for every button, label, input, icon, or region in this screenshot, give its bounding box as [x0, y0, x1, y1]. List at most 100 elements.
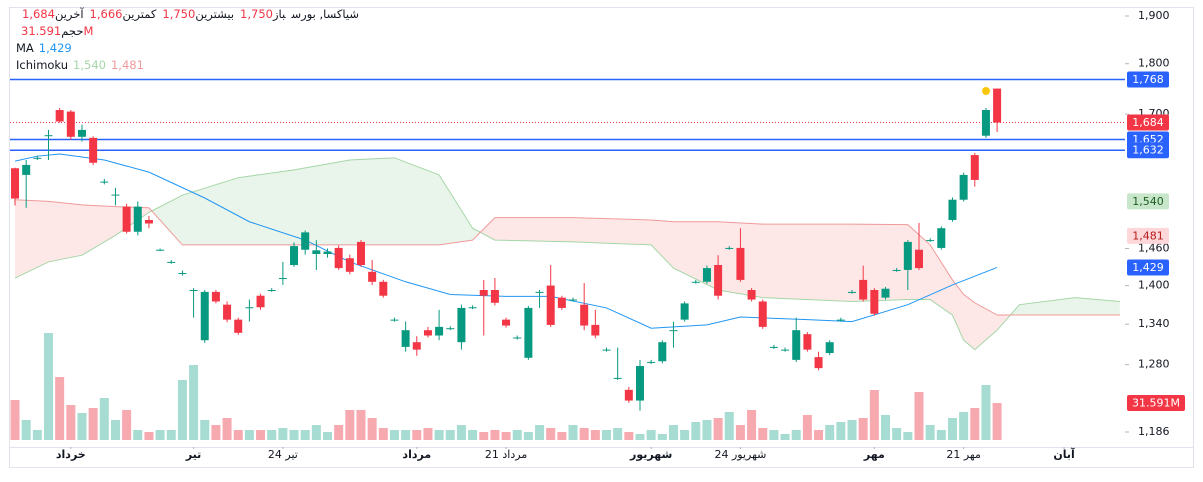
price-badge — [1127, 114, 1169, 131]
candle-body — [223, 304, 232, 320]
symbol: شیاکسا, بورس — [291, 7, 360, 21]
volume-legend: حجم31.591M — [16, 23, 359, 40]
volume-bar — [691, 422, 701, 440]
volume-bar — [814, 430, 824, 440]
volume-bar — [401, 430, 411, 440]
cloud-fill — [115, 206, 149, 236]
candle-body — [814, 357, 823, 369]
candle-body — [714, 265, 723, 296]
candle-body — [569, 299, 578, 301]
candle-body — [702, 268, 711, 282]
price-badge-label: 1,481 — [1132, 229, 1164, 242]
ma-line — [14, 153, 998, 329]
cloud-fill — [15, 199, 49, 279]
candle-body — [669, 330, 678, 332]
candle-body — [401, 330, 410, 347]
volume-bar — [501, 432, 511, 440]
candle-body — [89, 137, 98, 163]
volume-bar — [77, 413, 87, 440]
candle-body — [747, 289, 756, 300]
price-badge — [1127, 227, 1169, 244]
candle-body — [144, 219, 153, 224]
candle-body — [970, 155, 979, 180]
volume-bar — [947, 418, 957, 440]
candle-body — [11, 168, 20, 199]
volume-bar — [144, 432, 154, 440]
candle-body — [22, 164, 31, 175]
span-a — [14, 157, 1120, 351]
candle-body — [100, 181, 109, 183]
x-tick-label: 24 تیر — [268, 448, 298, 461]
volume-bar — [802, 415, 812, 440]
field-value: 1,684 — [22, 7, 55, 21]
header-row: شیاکسا, بورسباز1,750بیشترین1,750کمترین1,… — [16, 6, 359, 23]
candle-body — [926, 240, 935, 242]
legend-value: 1,429 — [38, 41, 72, 55]
y-tick-label: 1,460 — [1138, 242, 1170, 255]
volume-bar — [735, 425, 745, 440]
volume-bar — [479, 432, 489, 440]
volume-bar — [300, 430, 310, 440]
legend-name: Ichimoku — [16, 58, 69, 72]
candle-body — [870, 289, 879, 314]
ichimoku — [14, 157, 1120, 351]
volume-bar — [847, 420, 857, 440]
volume-bar — [780, 434, 790, 440]
candle-body — [591, 324, 600, 336]
field-value: 1,750 — [162, 7, 196, 21]
volume-bar — [32, 430, 42, 440]
span-b — [14, 199, 1120, 316]
volume-bar — [546, 428, 556, 440]
price-badge-label: 1,684 — [1132, 116, 1164, 129]
candle-body — [278, 278, 287, 280]
volume-bar — [970, 408, 980, 440]
volume-bar — [490, 430, 500, 440]
candle-body — [803, 334, 812, 350]
volume-bar — [959, 412, 969, 440]
candle-body — [66, 111, 75, 137]
legend-value: 31.591M — [21, 24, 94, 38]
volume-bar — [267, 430, 277, 440]
volume-bar — [981, 385, 991, 440]
volume-bar — [602, 430, 612, 440]
volume-bar — [88, 408, 98, 440]
candle-body — [189, 289, 198, 291]
candle-body — [379, 281, 388, 296]
volume-bar — [579, 428, 589, 440]
volume-pane — [10, 333, 1002, 440]
candle-body — [446, 328, 455, 330]
candle-body — [691, 281, 700, 283]
candle-body — [781, 349, 790, 351]
volume-bar — [21, 420, 31, 440]
cloud-fill — [930, 244, 953, 316]
candle-body — [758, 301, 767, 327]
overlays — [10, 78, 1125, 329]
candle-body — [356, 241, 365, 266]
volume-bar — [323, 432, 333, 440]
cloud-fill — [1019, 297, 1076, 316]
candle-body — [624, 389, 633, 401]
candle-body — [546, 285, 555, 325]
volume-bar — [233, 430, 243, 440]
candles — [11, 88, 1002, 411]
legend-name: حجم — [61, 24, 84, 38]
volume-bar — [189, 365, 199, 440]
candle-body — [111, 194, 120, 196]
field-value: 1,666 — [89, 7, 123, 21]
legend: شیاکسا, بورسباز1,750بیشترین1,750کمترین1,… — [16, 6, 359, 74]
volume-bar — [155, 430, 165, 440]
volume-bar — [590, 430, 600, 440]
cloud-fill — [472, 228, 481, 241]
candle-body — [435, 326, 444, 336]
frame — [9, 7, 1194, 468]
candle-body — [914, 249, 923, 269]
candle-body — [55, 110, 64, 122]
candle-body — [423, 330, 432, 336]
cloud-fill — [480, 217, 495, 241]
volume-bar — [289, 430, 299, 440]
candle-body — [256, 295, 265, 308]
volume-bar — [624, 432, 634, 440]
candle-body — [725, 247, 734, 249]
candle-body — [513, 337, 522, 339]
candle-body — [468, 307, 477, 309]
